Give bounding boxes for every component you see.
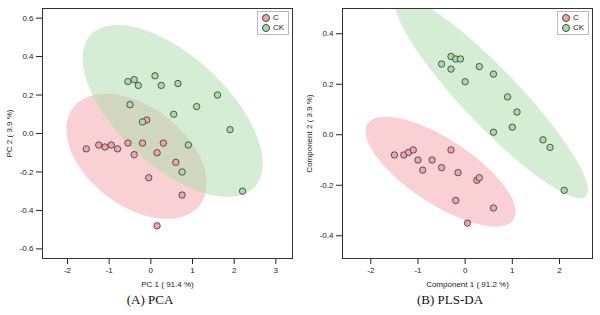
svg-text:-0.2: -0.2 <box>20 168 34 177</box>
html-text:CK: CK <box>272 23 284 32</box>
svg-text:PC 1 ( 91.4 %): PC 1 ( 91.4 %) <box>141 280 194 289</box>
svg-text:0.0: 0.0 <box>22 129 34 138</box>
svg-text:-0.6: -0.6 <box>20 244 34 253</box>
svg-text:0.6: 0.6 <box>22 14 34 23</box>
svg-text:-1: -1 <box>106 266 114 275</box>
html-text:(B) PLS-DA: (B) PLS-DA <box>417 292 483 307</box>
svg-text:0.2: 0.2 <box>22 91 34 100</box>
svg-text:-2: -2 <box>367 266 375 275</box>
svg-text:PC 2 ( 3.9 %): PC 2 ( 3.9 %) <box>5 109 14 157</box>
html-text:(A) PCA: (A) PCA <box>126 292 174 307</box>
svg-text:-0.2: -0.2 <box>320 181 334 190</box>
svg-text:2: 2 <box>232 266 237 275</box>
svg-text:2: 2 <box>557 266 562 275</box>
svg-text:-0.4: -0.4 <box>20 206 34 215</box>
svg-text:0.2: 0.2 <box>322 80 334 89</box>
svg-text:0.4: 0.4 <box>322 29 334 38</box>
svg-text:0: 0 <box>149 266 154 275</box>
svg-text:Component 2 ( 3.9 %): Component 2 ( 3.9 %) <box>305 94 314 173</box>
svg-text:-2: -2 <box>64 266 72 275</box>
svg-text:0: 0 <box>463 266 468 275</box>
svg-text:3: 3 <box>274 266 279 275</box>
svg-text:0.0: 0.0 <box>322 130 334 139</box>
html-text:CK: CK <box>572 23 584 32</box>
svg-text:1: 1 <box>190 266 195 275</box>
svg-text:0.4: 0.4 <box>22 52 34 61</box>
svg-text:Component 1 ( 91.2 %): Component 1 ( 91.2 %) <box>426 280 509 289</box>
svg-text:-1: -1 <box>414 266 422 275</box>
svg-text:-0.4: -0.4 <box>320 231 334 240</box>
html-text:C: C <box>272 13 279 22</box>
svg-text:1: 1 <box>510 266 515 275</box>
html-text:C: C <box>572 13 579 22</box>
